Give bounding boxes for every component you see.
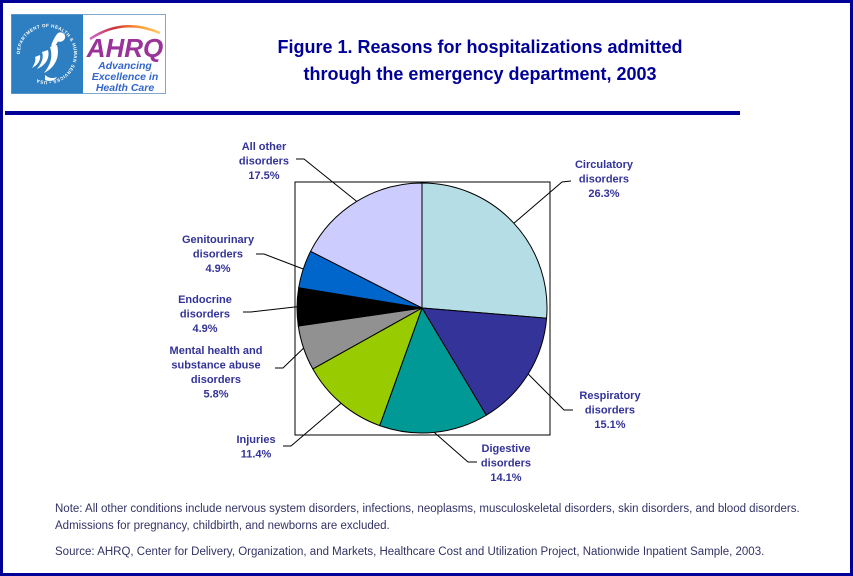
slice-label-endocrine-disorders: Endocrine disorders 4.9% [178,294,232,335]
slice-label-line: Respiratory [579,390,641,402]
leader-line-injuries [283,402,342,447]
slice-label-line: disorders [193,249,243,261]
slice-label-line: Mental health and [170,345,263,357]
slice-label-line: 14.1% [490,472,521,484]
slice-label-line: 17.5% [248,170,279,182]
slice-label-line: disorders [239,156,289,168]
hhs-eagle-icon [32,32,66,81]
header-divider [5,111,740,115]
leader-line-digestive-disorders [433,432,477,463]
slice-label-line: 11.4% [241,449,272,461]
tagline-line-3: Health Care [96,82,155,94]
slice-label-line: Injuries [236,434,275,446]
ahrq-tagline: Advancing Excellence in Health Care [92,60,159,94]
slice-label-digestive-disorders: Digestive disorders 14.1% [481,443,531,484]
pie-slice-circulatory-disorders [421,182,548,319]
leader-line-circulatory-disorders [513,180,572,224]
slice-label-line: disorders [481,458,531,470]
slice-label-line: disorders [180,309,230,321]
leader-line-mental-health-and-substance-abuse-disorders [275,347,304,369]
slice-label-line: Digestive [482,443,531,455]
ahrq-wordmark: AHRQ [86,33,164,63]
slice-label-line: disorders [585,405,635,417]
slice-label-line: 4.9% [205,263,230,275]
slice-label-line: 4.9% [192,323,217,335]
slice-label-line: 5.8% [203,389,228,401]
slice-label-circulatory-disorders: Circulatory disorders 26.3% [575,159,634,200]
pie-slice-digestive-disorders [379,307,487,434]
leader-line-endocrine-disorders [243,306,298,313]
leader-line-genitourinary-disorders [256,253,304,270]
slice-label-line: substance abuse [171,360,260,372]
ahrq-hhs-logo: DEPARTMENT OF HEALTH & HUMAN SERVICES • … [11,14,166,94]
slice-label-injuries: Injuries 11.4% [236,434,275,461]
pie-slice-mental-health-and-substance-abuse-disorders [297,307,423,370]
ahrq-hhs-logo-graphic: DEPARTMENT OF HEALTH & HUMAN SERVICES • … [11,14,166,94]
note-text: Note: All other conditions include nervo… [55,503,800,532]
leader-line-respiratory-disorders [527,373,573,411]
pie-slice-endocrine-disorders [296,287,423,327]
slice-label-line: All other [242,141,287,153]
pie-slice-injuries [312,307,423,427]
figure-title-line-2: through the emergency department, 2003 [303,64,657,84]
plot-area-border [294,181,551,436]
source-text: Source: AHRQ, Center for Delivery, Organ… [55,546,765,558]
pie-slice-respiratory-disorders [421,307,548,416]
slice-label-line: disorders [579,174,629,186]
pie-slice-all-other-disorders [310,182,423,309]
figure-title: Figure 1. Reasons for hospitalizations a… [170,34,790,88]
rainbow-arc-icon [89,25,161,41]
slice-label-line: disorders [191,374,241,386]
pie-slice-genitourinary-disorders [298,250,423,309]
slice-label-line: Genitourinary [182,234,255,246]
slice-label-line: 26.3% [588,188,619,200]
slice-label-respiratory-disorders: Respiratory disorders 15.1% [579,390,641,431]
slice-label-mental-health-and-substance-abuse-disorders: Mental health and substance abuse disorder… [170,345,263,401]
slice-label-all-other-disorders: All other disorders 17.5% [239,141,289,182]
slice-label-line: 15.1% [594,419,625,431]
leader-line-all-other-disorders [296,158,358,202]
figure-title-line-1: Figure 1. Reasons for hospitalizations a… [277,37,683,57]
tagline-line-2: Excellence in [92,71,159,83]
tagline-line-1: Advancing [97,60,152,72]
slice-label-genitourinary-disorders: Genitourinary disorders 4.9% [182,234,255,275]
slice-label-line: Endocrine [178,294,232,306]
slice-label-line: Circulatory [575,159,634,171]
